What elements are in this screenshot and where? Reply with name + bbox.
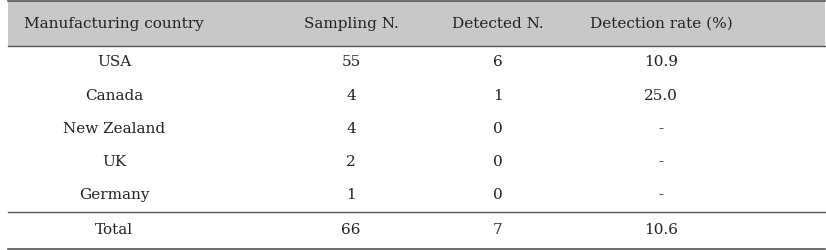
Text: Total: Total	[95, 223, 133, 237]
Text: 10.9: 10.9	[644, 56, 678, 70]
Text: 4: 4	[346, 122, 356, 136]
Text: Canada: Canada	[85, 88, 144, 102]
Text: Germany: Germany	[79, 188, 150, 202]
Text: 7: 7	[493, 223, 503, 237]
Text: Detected N.: Detected N.	[452, 17, 544, 31]
Text: UK: UK	[102, 155, 126, 169]
Text: 0: 0	[493, 188, 503, 202]
Text: 0: 0	[493, 122, 503, 136]
Text: New Zealand: New Zealand	[63, 122, 165, 136]
Text: 1: 1	[346, 188, 356, 202]
Text: Detection rate (%): Detection rate (%)	[590, 17, 733, 31]
Text: 4: 4	[346, 88, 356, 102]
Text: 2: 2	[346, 155, 356, 169]
Text: 25.0: 25.0	[644, 88, 678, 102]
Text: -: -	[659, 155, 664, 169]
Text: 6: 6	[493, 56, 503, 70]
Text: USA: USA	[97, 56, 131, 70]
Bar	[8, 46, 824, 248]
Text: 66: 66	[341, 223, 361, 237]
Text: -: -	[659, 188, 664, 202]
Bar	[8, 2, 824, 46]
Text: Manufacturing country: Manufacturing country	[24, 17, 204, 31]
Text: -: -	[659, 122, 664, 136]
Text: 55: 55	[341, 56, 361, 70]
Text: Sampling N.: Sampling N.	[304, 17, 398, 31]
Text: 10.6: 10.6	[644, 223, 678, 237]
Text: 1: 1	[493, 88, 503, 102]
Text: 0: 0	[493, 155, 503, 169]
